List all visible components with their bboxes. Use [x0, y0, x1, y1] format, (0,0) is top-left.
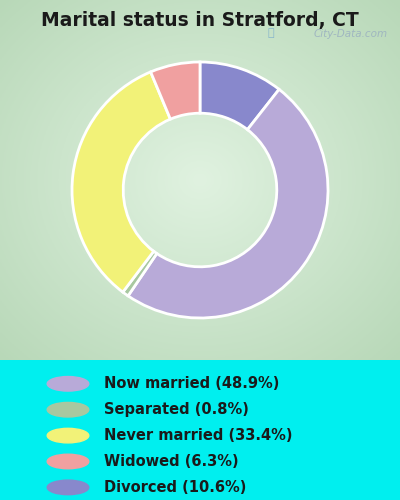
- Text: Widowed (6.3%): Widowed (6.3%): [104, 454, 239, 469]
- Text: City-Data.com: City-Data.com: [314, 29, 388, 39]
- Circle shape: [47, 454, 89, 469]
- Wedge shape: [128, 90, 328, 318]
- Text: Divorced (10.6%): Divorced (10.6%): [104, 480, 246, 495]
- Text: Separated (0.8%): Separated (0.8%): [104, 402, 249, 417]
- Circle shape: [47, 376, 89, 391]
- Text: Marital status in Stratford, CT: Marital status in Stratford, CT: [41, 11, 359, 30]
- Circle shape: [47, 428, 89, 443]
- Text: Now married (48.9%): Now married (48.9%): [104, 376, 279, 392]
- Circle shape: [47, 480, 89, 494]
- Text: Never married (33.4%): Never married (33.4%): [104, 428, 292, 443]
- Wedge shape: [72, 72, 170, 292]
- Wedge shape: [200, 62, 279, 130]
- Text: ⓘ: ⓘ: [267, 28, 274, 38]
- Wedge shape: [151, 62, 200, 119]
- Wedge shape: [123, 252, 157, 296]
- Circle shape: [47, 402, 89, 417]
